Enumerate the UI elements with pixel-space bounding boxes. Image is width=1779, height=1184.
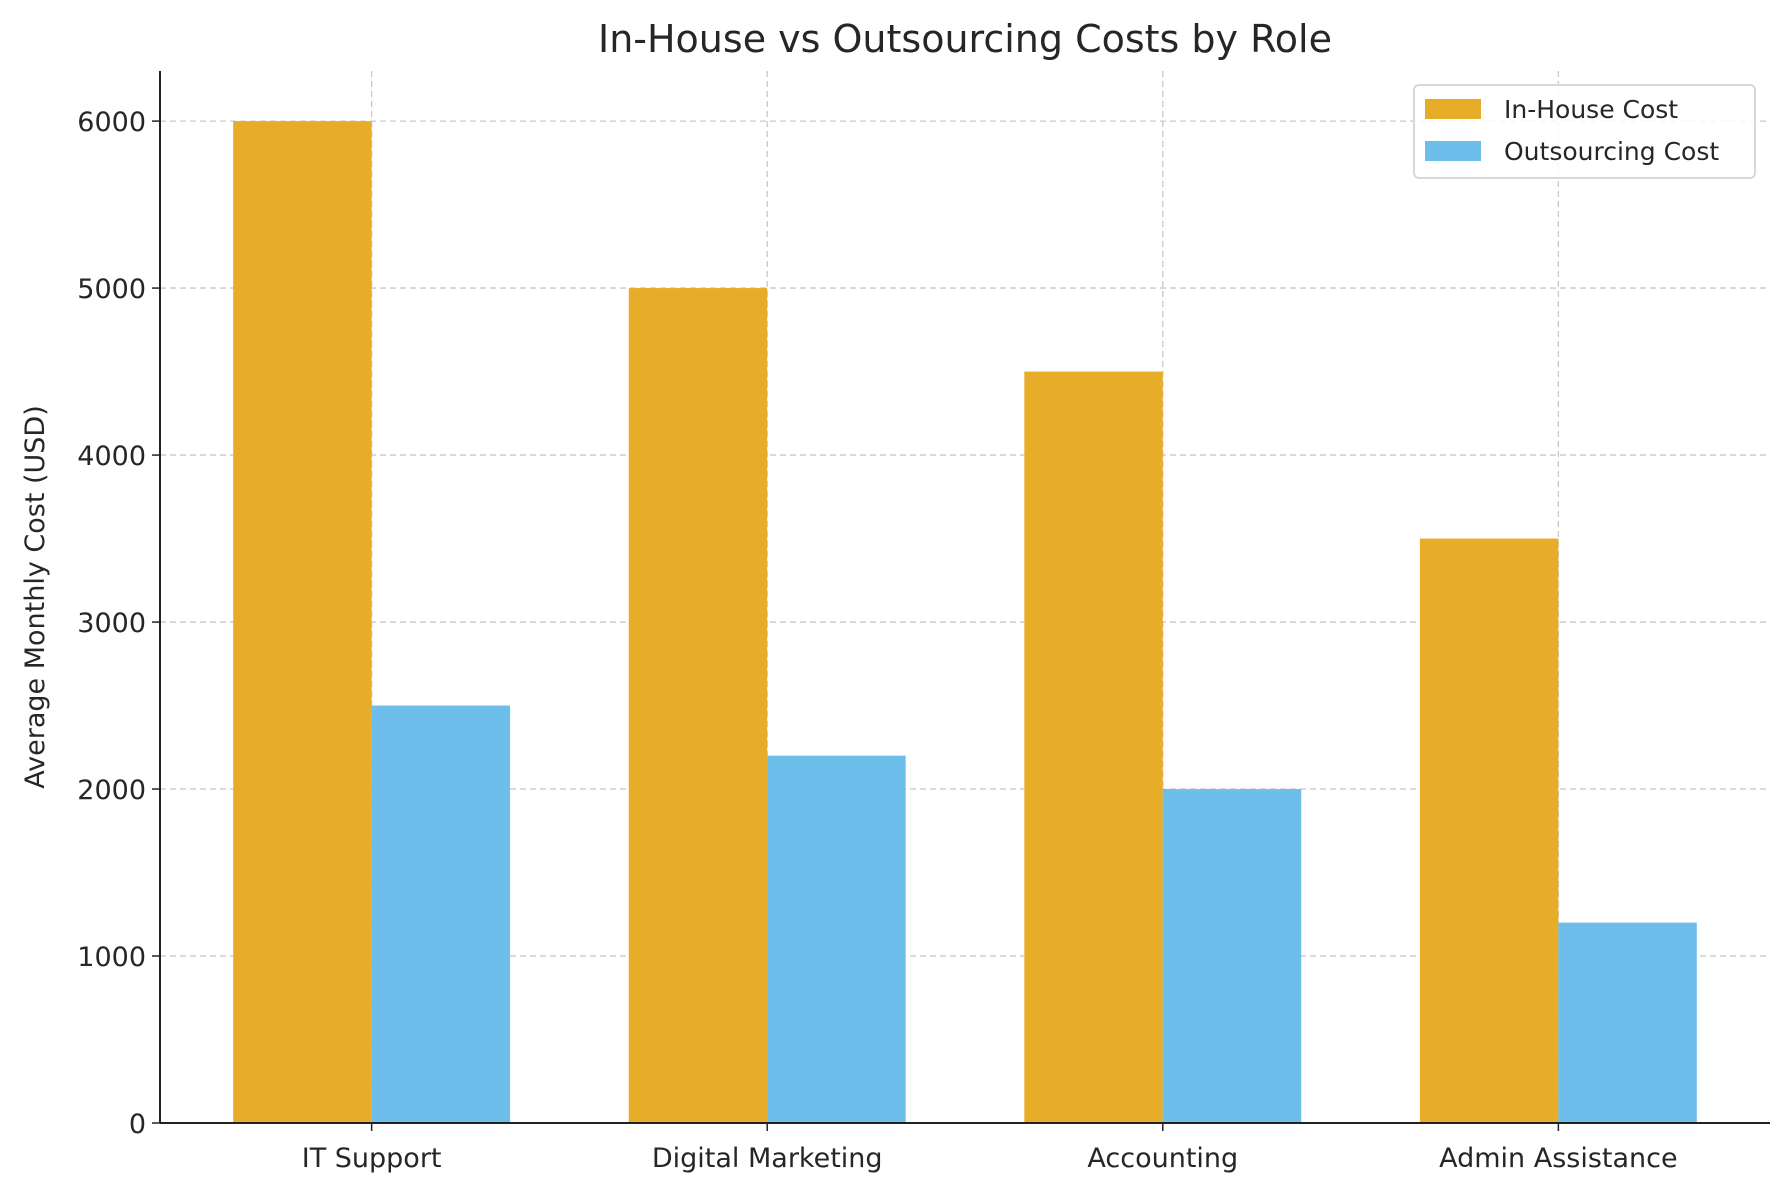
y-tick-label: 4000 [77,441,146,472]
bar-in-house [1419,538,1559,1123]
y-tick-label: 2000 [77,775,146,806]
bar-outsourcing [371,705,511,1123]
chart-title: In-House vs Outsourcing Costs by Role [598,17,1332,61]
bar-outsourcing [767,755,906,1123]
y-axis-label: Average Monthly Cost (USD) [20,405,51,789]
legend-box [1413,84,1756,179]
x-tick-label: Accounting [1087,1143,1238,1174]
bar-in-house [1024,371,1163,1124]
axes: 0 1000 2000 3000 4000 5000 6000 IT Support Digit… [77,71,1770,1174]
bar-outsourcing [1162,789,1302,1123]
y-tick-label: 0 [129,1109,146,1140]
x-tick-label: Digital Marketing [652,1143,883,1174]
bar-in-house [233,121,372,1124]
x-tick-label: IT Support [302,1143,442,1174]
y-tick-label: 3000 [77,608,146,639]
x-tick-label: Admin Assistance [1439,1143,1678,1174]
legend-label: In-House Cost [1504,95,1678,124]
legend-swatch [1425,99,1481,119]
y-tick-label: 5000 [77,274,146,305]
legend-label: Outsourcing Cost [1504,137,1719,166]
legend-swatch [1425,141,1481,161]
legend: In-House Cost Outsourcing Cost [1413,84,1756,179]
y-tick-label: 6000 [77,107,146,138]
bar-in-house [628,288,768,1124]
bars [233,121,1697,1124]
y-tick-label: 1000 [77,942,146,973]
bar-outsourcing [1558,922,1697,1123]
